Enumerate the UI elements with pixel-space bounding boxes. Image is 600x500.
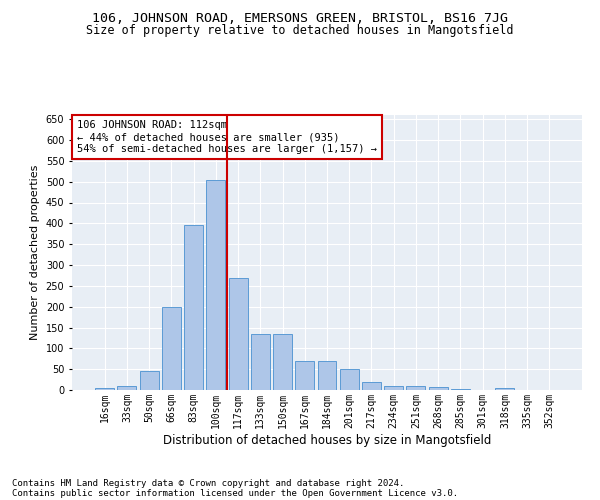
X-axis label: Distribution of detached houses by size in Mangotsfield: Distribution of detached houses by size … — [163, 434, 491, 446]
Bar — [429, 386, 448, 390]
Bar — [206, 180, 225, 390]
Bar — [118, 386, 136, 390]
Bar — [273, 334, 292, 390]
Text: Contains public sector information licensed under the Open Government Licence v3: Contains public sector information licen… — [12, 488, 458, 498]
Bar — [140, 371, 158, 390]
Bar — [229, 278, 248, 390]
Bar — [95, 388, 114, 390]
Y-axis label: Number of detached properties: Number of detached properties — [30, 165, 40, 340]
Bar — [384, 386, 403, 390]
Bar — [251, 334, 270, 390]
Bar — [162, 306, 181, 390]
Bar — [406, 386, 425, 390]
Text: 106, JOHNSON ROAD, EMERSONS GREEN, BRISTOL, BS16 7JG: 106, JOHNSON ROAD, EMERSONS GREEN, BRIST… — [92, 12, 508, 26]
Bar — [496, 388, 514, 390]
Bar — [340, 369, 359, 390]
Text: Contains HM Land Registry data © Crown copyright and database right 2024.: Contains HM Land Registry data © Crown c… — [12, 478, 404, 488]
Bar — [295, 361, 314, 390]
Bar — [451, 389, 470, 390]
Text: Size of property relative to detached houses in Mangotsfield: Size of property relative to detached ho… — [86, 24, 514, 37]
Bar — [184, 226, 203, 390]
Text: 106 JOHNSON ROAD: 112sqm
← 44% of detached houses are smaller (935)
54% of semi-: 106 JOHNSON ROAD: 112sqm ← 44% of detach… — [77, 120, 377, 154]
Bar — [317, 361, 337, 390]
Bar — [362, 382, 381, 390]
